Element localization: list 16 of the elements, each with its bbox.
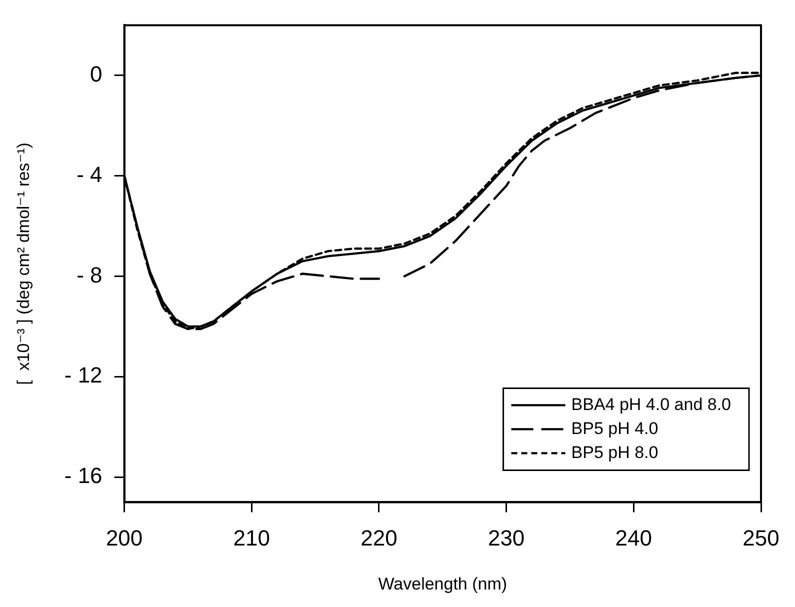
- y-tick-label: - 16: [64, 463, 102, 488]
- x-axis-title: Wavelength (nm): [378, 574, 508, 594]
- x-tick-label: 240: [615, 525, 652, 550]
- x-tick-label: 200: [106, 525, 143, 550]
- legend-label: BP5 pH 8.0: [571, 442, 658, 462]
- y-tick-label: - 12: [64, 362, 102, 388]
- x-tick-label: 210: [233, 525, 270, 550]
- x-tick-label: 220: [360, 525, 398, 550]
- y-tick-label: - 4: [76, 162, 102, 187]
- y-tick-label: - 8: [76, 262, 102, 288]
- y-axis-title: [ x10⁻³ ] (deg cm² dmol⁻¹ res⁻¹): [14, 142, 33, 385]
- y-tick-label: 0: [90, 61, 102, 86]
- x-tick-label: 250: [742, 525, 780, 550]
- legend-label: BP5 pH 4.0: [571, 418, 658, 438]
- x-tick-label: 230: [488, 525, 525, 550]
- legend-label: BBA4 pH 4.0 and 8.0: [571, 394, 732, 414]
